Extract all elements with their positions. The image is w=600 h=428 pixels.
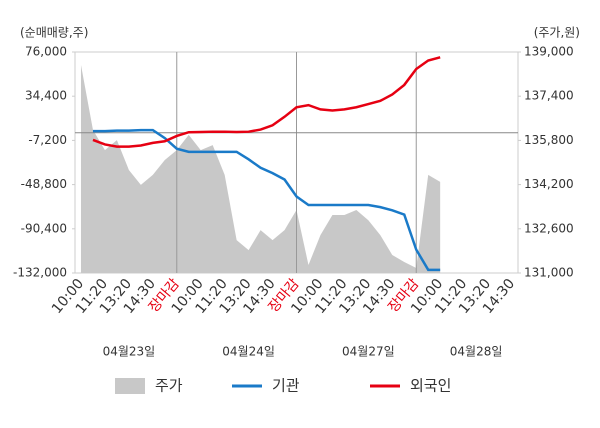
y2-tick-label: 137,400	[524, 89, 574, 103]
y2-tick-label: 135,800	[524, 133, 574, 147]
y-tick-label: -132,000	[13, 266, 67, 280]
y-tick-label: 34,400	[25, 89, 67, 103]
legend-label: 기관	[272, 377, 300, 395]
y2-axis-label: (주가,원)	[534, 26, 580, 40]
date-label: 04월23일	[103, 345, 156, 359]
y-tick-label: -7,200	[28, 133, 67, 147]
legend-label: 외국인	[410, 377, 451, 395]
date-label: 04월27일	[342, 345, 395, 359]
date-label: 04월28일	[450, 345, 503, 359]
y2-tick-label: 132,600	[524, 221, 574, 235]
y2-tick-label: 134,200	[524, 177, 574, 191]
series-line	[92, 128, 441, 272]
y-axis-label: (순매매량,주)	[20, 26, 88, 40]
legend-swatch	[115, 378, 145, 394]
price-area	[80, 64, 441, 273]
y2-tick-label: 131,000	[524, 266, 574, 280]
series-line	[92, 56, 441, 148]
date-label: 04월24일	[222, 345, 275, 359]
legend-label: 주가	[155, 377, 183, 395]
y-tick-label: -48,800	[21, 177, 67, 191]
y2-tick-label: 139,000	[524, 45, 574, 59]
y-tick-label: -90,400	[21, 221, 67, 235]
y-tick-label: 76,000	[25, 45, 67, 59]
